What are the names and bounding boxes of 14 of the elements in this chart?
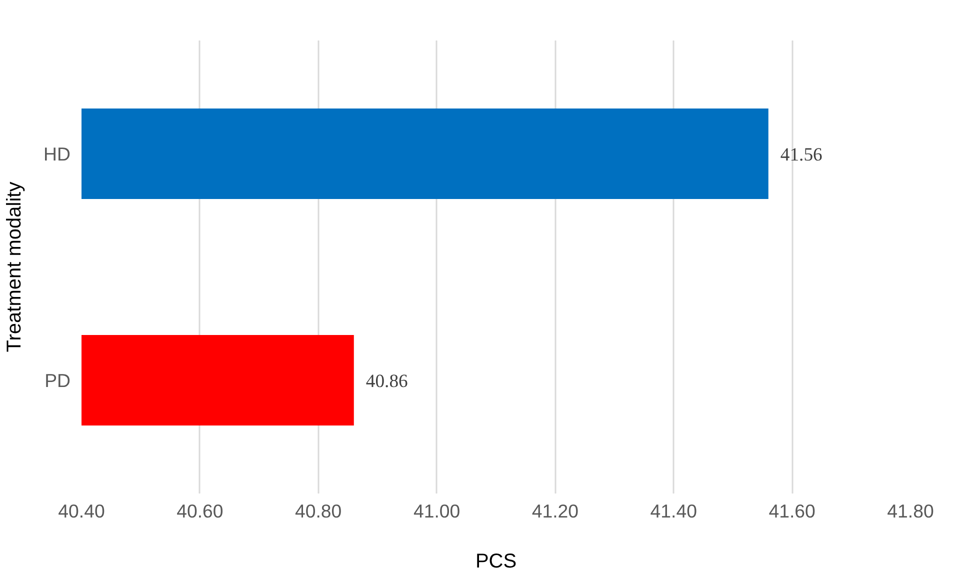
x-tick-label: 41.40 [650,500,697,522]
y-tick-label: HD [44,143,71,164]
y-axis-title: Treatment modality [4,182,26,352]
data-label: 40.86 [366,370,408,392]
data-label: 41.56 [780,144,822,166]
x-tick-label: 40.40 [58,500,105,522]
x-axis-title: PCS [475,550,517,572]
x-tick-label: 40.60 [176,500,224,522]
x-tick-label: 41.60 [768,500,816,522]
y-tick-label: PD [44,370,71,391]
x-tick-label: 41.20 [532,500,579,522]
x-tick-label: 41.80 [887,500,934,522]
x-tick-label: 41.00 [413,500,460,522]
x-tick-label: 40.80 [295,500,342,522]
